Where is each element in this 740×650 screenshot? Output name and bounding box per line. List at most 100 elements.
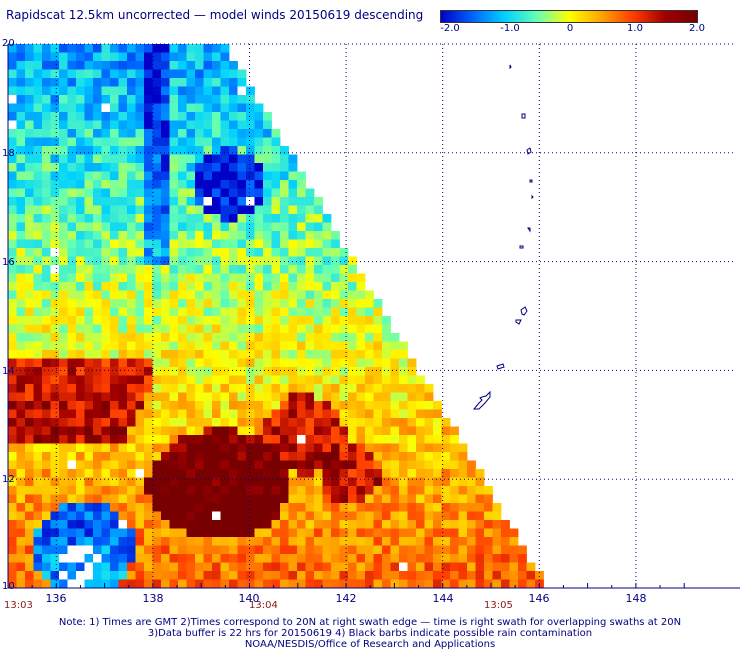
wind-cell [169, 554, 179, 563]
wind-cell [348, 460, 357, 470]
wind-cell [110, 95, 119, 104]
lon-label: 136 [45, 592, 67, 605]
wind-cell [322, 443, 332, 453]
wind-cell [135, 78, 145, 87]
wind-cell [373, 460, 383, 470]
wind-cell [118, 316, 128, 325]
wind-cell [118, 239, 128, 249]
wind-cell [152, 52, 162, 62]
wind-cell [433, 460, 442, 470]
wind-cell [246, 579, 255, 589]
axis-ticks [31, 583, 685, 588]
wind-cell [229, 528, 238, 538]
wind-cell [152, 528, 162, 538]
wind-cell [127, 61, 136, 70]
wind-cell [365, 426, 374, 436]
wind-cell [169, 112, 179, 121]
wind-cell [203, 350, 213, 359]
wind-cell [407, 460, 417, 470]
wind-cell [110, 426, 119, 436]
wind-cell [144, 341, 153, 351]
wind-cell [229, 324, 238, 334]
wind-cell [101, 290, 111, 300]
wind-cell [314, 435, 323, 444]
wind-cell [50, 367, 60, 376]
wind-cell [93, 78, 102, 87]
wind-cell [118, 290, 128, 300]
wind-cell [161, 69, 170, 79]
wind-cell [118, 146, 128, 155]
wind-cell [67, 222, 77, 232]
wind-cell [144, 197, 153, 206]
wind-cell [67, 86, 77, 96]
wind-cell [356, 579, 366, 589]
wind-cell [314, 299, 323, 308]
wind-cell [169, 528, 179, 538]
wind-cell [127, 384, 136, 393]
wind-cell [93, 95, 102, 104]
wind-cell [186, 537, 196, 546]
wind-cell [76, 44, 85, 53]
wind-cell [424, 520, 434, 529]
wind-cell [59, 214, 68, 223]
wind-cell [110, 409, 119, 419]
wind-cell [203, 392, 213, 402]
wind-cell [203, 86, 213, 96]
wind-cell [186, 460, 196, 470]
wind-cell [297, 358, 306, 368]
wind-cell [169, 154, 179, 164]
wind-cell [118, 392, 128, 402]
wind-cell [254, 469, 264, 478]
wind-cell [203, 112, 213, 121]
wind-cell [118, 299, 128, 308]
wind-cell [288, 350, 298, 359]
wind-cell [288, 435, 298, 444]
wind-cell [84, 78, 94, 87]
wind-cell [84, 367, 94, 376]
wind-cell [135, 511, 145, 521]
wind-cell [365, 443, 374, 453]
wind-cell [161, 486, 170, 495]
wind-cell [42, 341, 51, 351]
wind-cell [161, 61, 170, 70]
wind-cell [229, 579, 238, 589]
wind-cell [178, 477, 187, 487]
wind-cell [178, 248, 187, 257]
wind-cell [110, 528, 119, 538]
wind-cell [186, 503, 196, 512]
wind-cell [297, 520, 306, 529]
wind-cell [254, 112, 264, 121]
wind-cell [212, 477, 221, 487]
wind-cell [161, 239, 170, 249]
wind-cell [246, 452, 255, 461]
wind-cell [16, 222, 26, 232]
wind-cell [271, 392, 281, 402]
wind-cell [76, 435, 85, 444]
wind-cell [67, 112, 77, 121]
wind-cell [195, 537, 204, 546]
wind-cell [16, 197, 26, 206]
wind-cell [484, 545, 493, 555]
wind-cell [254, 129, 264, 138]
wind-cell [25, 571, 34, 580]
wind-cell [84, 350, 94, 359]
wind-cell [59, 256, 68, 266]
wind-cell [110, 316, 119, 325]
wind-cell [8, 392, 17, 402]
wind-cell [305, 316, 315, 325]
wind-cell [169, 205, 179, 215]
wind-cell [152, 426, 162, 436]
wind-cell [135, 460, 145, 470]
wind-cell [135, 112, 145, 121]
wind-cell [178, 418, 187, 427]
wind-cell [450, 554, 459, 563]
wind-cell [101, 86, 111, 96]
wind-cell [246, 239, 255, 249]
wind-cell [110, 579, 119, 589]
wind-cell [195, 52, 204, 62]
wind-cell [101, 265, 111, 274]
wind-cell [186, 554, 196, 563]
wind-cell [186, 579, 196, 589]
wind-cell [84, 443, 94, 453]
wind-cell [161, 154, 170, 164]
